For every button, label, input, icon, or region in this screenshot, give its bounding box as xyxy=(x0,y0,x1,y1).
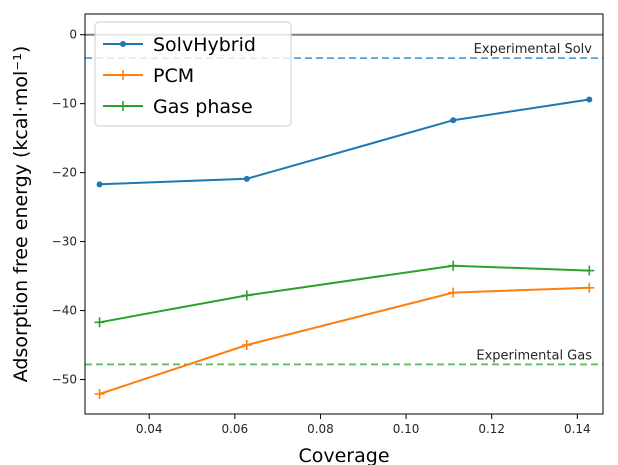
legend-label: PCM xyxy=(153,65,194,87)
plot-frame xyxy=(84,13,604,415)
legend-box xyxy=(94,21,292,127)
legend-swatch-marker xyxy=(118,101,128,111)
legend: SolvHybrid PCM Gas phase xyxy=(94,21,292,127)
reference-line-label: Experimental Gas xyxy=(476,348,592,363)
series-line xyxy=(99,286,590,395)
data-point xyxy=(448,287,459,298)
x-tick-label: 0.04 xyxy=(136,422,163,436)
data-point xyxy=(450,117,457,124)
y-tick-label: −30 xyxy=(52,235,77,249)
legend-label: SolvHybrid xyxy=(153,34,256,56)
legend-swatch-marker xyxy=(120,41,126,47)
x-tick-label: 0.14 xyxy=(564,422,591,436)
data-point xyxy=(586,96,593,103)
series-line xyxy=(99,264,590,324)
data-point xyxy=(241,340,252,351)
legend-swatch-marker xyxy=(118,70,128,80)
x-tick-label: 0.12 xyxy=(478,422,505,436)
data-point xyxy=(584,265,595,276)
data-point xyxy=(243,175,250,182)
y-tick-label: −20 xyxy=(52,166,77,180)
data-point xyxy=(241,290,252,301)
x-axis-label: Coverage xyxy=(298,445,389,465)
y-tick-label: 0 xyxy=(69,28,77,42)
series-layer xyxy=(94,96,595,399)
y-axis: 0 −10 −20 −30 −40 −50 xyxy=(52,28,85,387)
data-point xyxy=(448,260,459,271)
legend-label: Gas phase xyxy=(153,96,253,118)
x-tick-label: 0.10 xyxy=(393,422,420,436)
y-tick-label: −50 xyxy=(52,373,77,387)
data-point xyxy=(94,317,105,328)
y-tick-label: −10 xyxy=(52,97,77,111)
x-axis: 0.04 0.06 0.08 0.10 0.12 0.14 xyxy=(136,414,591,436)
reference-line-label: Experimental Solv xyxy=(474,42,593,57)
data-point xyxy=(584,282,595,293)
x-tick-label: 0.08 xyxy=(307,422,334,436)
series-line xyxy=(99,98,590,186)
x-tick-label: 0.06 xyxy=(221,422,248,436)
data-point xyxy=(96,181,103,188)
y-tick-label: −40 xyxy=(52,304,77,318)
data-point xyxy=(94,389,105,399)
y-axis-label: Adsorption free energy (kcal·mol⁻¹) xyxy=(10,46,32,383)
